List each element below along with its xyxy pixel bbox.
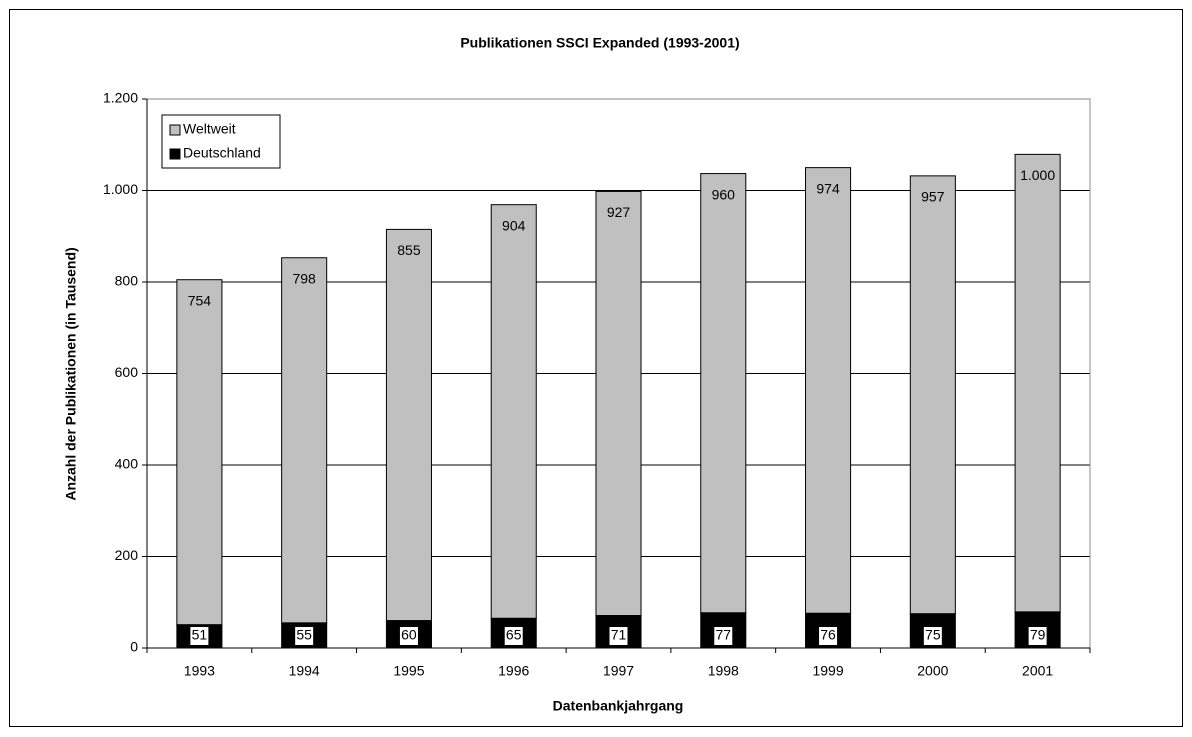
data-label: 60 [401, 627, 417, 643]
data-label-box [295, 627, 314, 645]
data-label-box [190, 627, 209, 645]
bar-segment [700, 173, 747, 614]
bar-segment [595, 190, 642, 617]
bar-segment [1014, 153, 1061, 613]
data-label: 798 [292, 270, 316, 286]
data-label: 974 [816, 180, 840, 196]
data-label: 855 [397, 242, 421, 258]
x-axis-label: Datenbankjahrgang [553, 698, 684, 714]
data-label: 754 [188, 292, 212, 308]
bar-segment [176, 279, 223, 626]
data-label-box [923, 627, 942, 645]
y-tick-label: 0 [130, 639, 138, 655]
data-label: 77 [715, 627, 731, 643]
y-tick-label: 800 [115, 273, 139, 289]
bar-segment [281, 257, 328, 624]
data-label: 904 [502, 217, 526, 233]
data-label: 75 [925, 627, 941, 643]
data-label: 51 [192, 627, 208, 643]
y-axis-label: Anzahl der Publikationen (in Tausend) [63, 247, 79, 500]
x-tick-label: 1994 [289, 663, 320, 679]
data-label: 79 [1030, 627, 1046, 643]
x-tick-label: 1995 [393, 663, 424, 679]
chart-title: Publikationen SSCI Expanded (1993-2001) [460, 35, 739, 51]
bar-segment [490, 204, 537, 619]
data-label-box [399, 627, 418, 645]
x-tick-label: 2000 [917, 663, 948, 679]
y-tick-label: 600 [115, 364, 139, 380]
x-tick-label: 1997 [603, 663, 634, 679]
data-label: 65 [506, 627, 522, 643]
legend-label: Deutschland [183, 145, 261, 161]
y-tick-label: 1.000 [103, 181, 138, 197]
bar-segment [909, 175, 956, 615]
y-tick-label: 1.200 [103, 90, 138, 106]
data-label: 960 [712, 186, 736, 202]
data-label: 71 [611, 627, 627, 643]
x-tick-label: 1993 [184, 663, 215, 679]
x-tick-label: 1996 [498, 663, 529, 679]
data-label-box [1028, 627, 1047, 645]
bar-segment [805, 167, 852, 614]
x-tick-label: 2001 [1022, 663, 1053, 679]
x-tick-label: 1999 [812, 663, 843, 679]
legend-swatch [169, 124, 181, 136]
data-label: 76 [820, 627, 836, 643]
data-label: 927 [607, 204, 631, 220]
data-label-box [609, 627, 628, 645]
y-tick-label: 400 [115, 456, 139, 472]
legend-swatch [169, 148, 181, 160]
data-label: 1.000 [1020, 167, 1055, 183]
legend-box [161, 114, 281, 169]
data-label: 957 [921, 189, 945, 205]
data-label-box [819, 627, 838, 645]
x-tick-label: 1998 [708, 663, 739, 679]
data-label-box [714, 627, 733, 645]
data-label: 55 [296, 627, 312, 643]
legend-label: Weltweit [183, 121, 236, 137]
data-label-box [504, 627, 523, 645]
bar-segment [385, 228, 432, 622]
y-tick-label: 200 [115, 547, 139, 563]
